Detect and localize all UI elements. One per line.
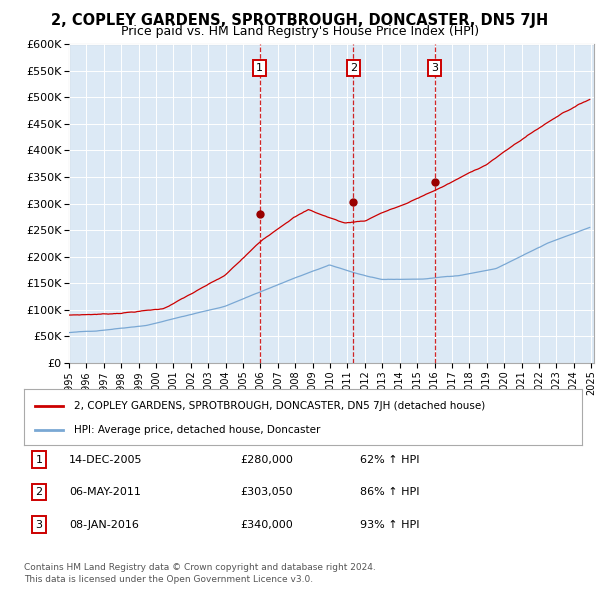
Text: 2: 2 bbox=[350, 63, 357, 73]
Text: Contains HM Land Registry data © Crown copyright and database right 2024.: Contains HM Land Registry data © Crown c… bbox=[24, 563, 376, 572]
Text: This data is licensed under the Open Government Licence v3.0.: This data is licensed under the Open Gov… bbox=[24, 575, 313, 584]
Text: 2, COPLEY GARDENS, SPROTBROUGH, DONCASTER, DN5 7JH: 2, COPLEY GARDENS, SPROTBROUGH, DONCASTE… bbox=[52, 13, 548, 28]
Text: 2, COPLEY GARDENS, SPROTBROUGH, DONCASTER, DN5 7JH (detached house): 2, COPLEY GARDENS, SPROTBROUGH, DONCASTE… bbox=[74, 401, 485, 411]
Text: 1: 1 bbox=[256, 63, 263, 73]
Text: 06-MAY-2011: 06-MAY-2011 bbox=[69, 487, 141, 497]
Text: £303,050: £303,050 bbox=[240, 487, 293, 497]
Text: 86% ↑ HPI: 86% ↑ HPI bbox=[360, 487, 419, 497]
Text: 14-DEC-2005: 14-DEC-2005 bbox=[69, 455, 143, 464]
Text: HPI: Average price, detached house, Doncaster: HPI: Average price, detached house, Donc… bbox=[74, 425, 320, 435]
Text: Price paid vs. HM Land Registry's House Price Index (HPI): Price paid vs. HM Land Registry's House … bbox=[121, 25, 479, 38]
Text: 3: 3 bbox=[35, 520, 43, 529]
Text: 93% ↑ HPI: 93% ↑ HPI bbox=[360, 520, 419, 529]
Text: £280,000: £280,000 bbox=[240, 455, 293, 464]
Text: £340,000: £340,000 bbox=[240, 520, 293, 529]
Text: 2: 2 bbox=[35, 487, 43, 497]
Text: 08-JAN-2016: 08-JAN-2016 bbox=[69, 520, 139, 529]
Text: 62% ↑ HPI: 62% ↑ HPI bbox=[360, 455, 419, 464]
Text: 1: 1 bbox=[35, 455, 43, 464]
Text: 3: 3 bbox=[431, 63, 439, 73]
